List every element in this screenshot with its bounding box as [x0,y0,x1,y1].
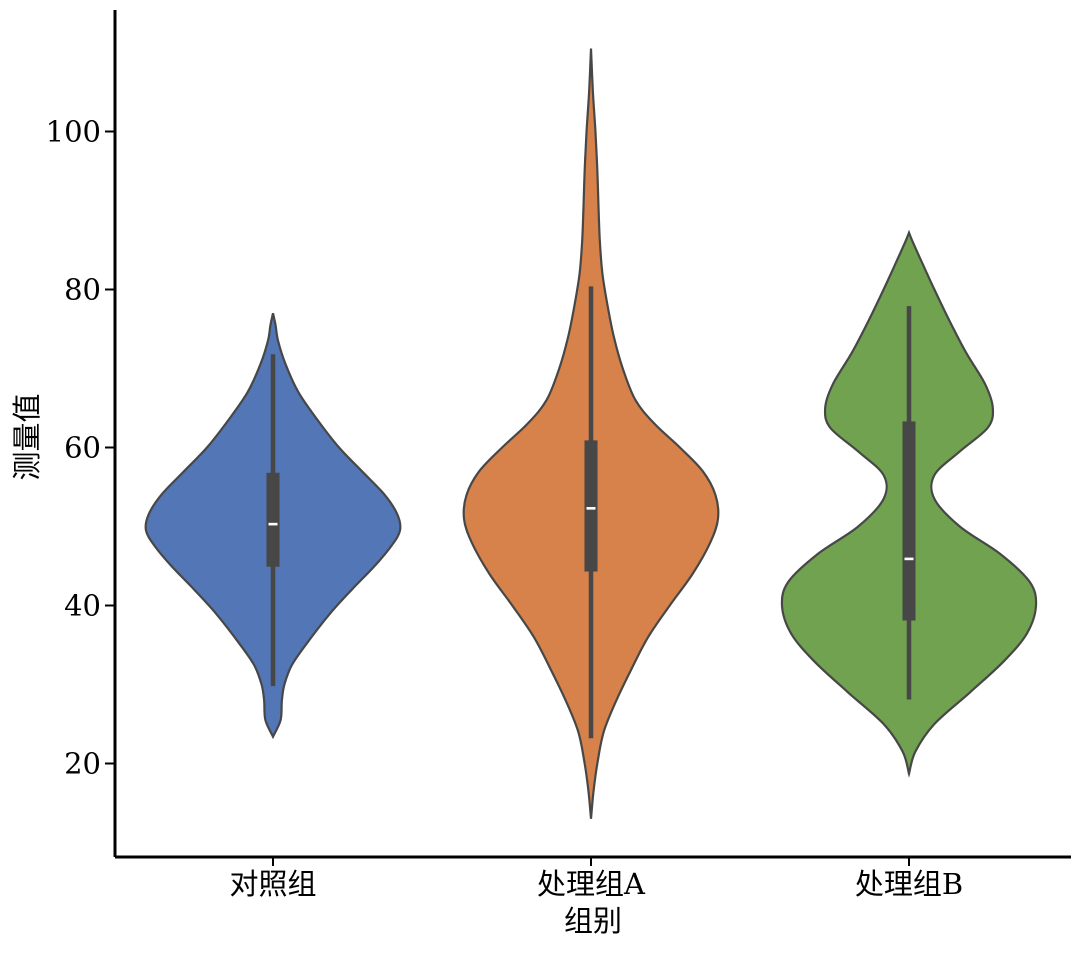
y-tick-label-80: 80 [64,273,101,307]
y-tick-label-40: 40 [64,589,101,623]
x-axis-label: 组别 [564,904,622,938]
y-tick-label-100: 100 [46,115,101,149]
y-tick-label-60: 60 [64,431,101,465]
x-ticks-layer: 对照组 处理组A 处理组B [229,857,963,901]
x-tick-label-2: 处理组A [537,867,646,901]
axes-layer [113,10,1071,859]
x-tick-label-3: 处理组B [855,867,963,901]
x-tick-label-1: 对照组 [229,867,316,901]
violin-box-1 [266,472,280,567]
y-ticks-layer: 20 40 60 80 100 [46,115,115,781]
y-axis-label: 测量值 [10,393,44,480]
violins-layer [144,48,1038,819]
violin-box-3 [902,421,916,621]
violin-box-2 [584,440,598,572]
y-tick-label-20: 20 [64,747,101,781]
